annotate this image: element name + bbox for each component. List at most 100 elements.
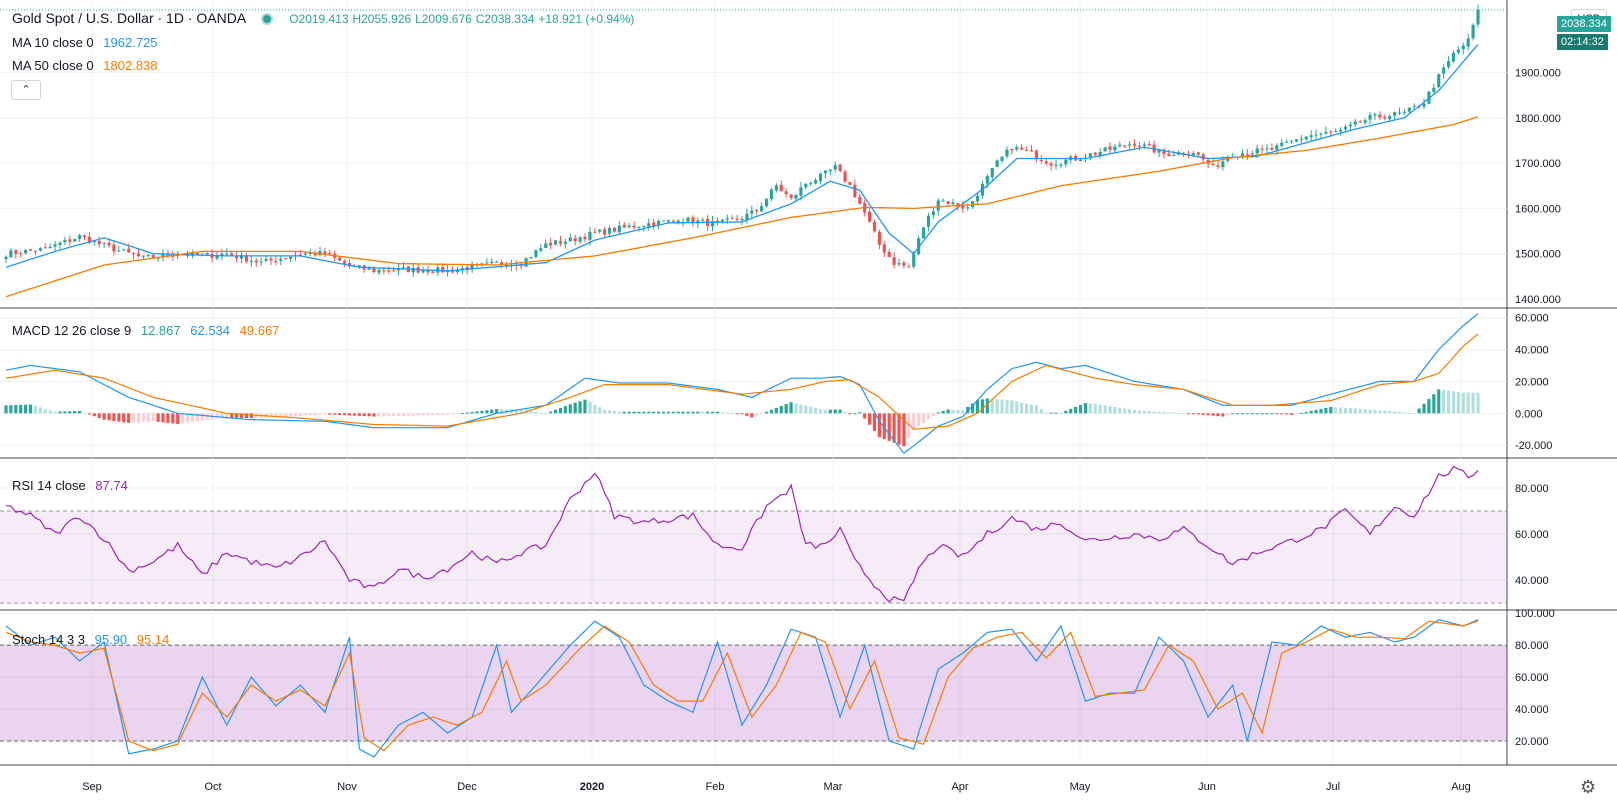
candle-body bbox=[740, 219, 744, 221]
macd-histogram-bar bbox=[809, 406, 813, 414]
candle-body bbox=[1339, 129, 1343, 132]
macd-histogram-bar bbox=[642, 411, 646, 414]
macd-value: 62.534 bbox=[190, 323, 231, 338]
macd-histogram-bar bbox=[372, 413, 376, 417]
candle-body bbox=[1442, 67, 1446, 74]
macd-histogram-bar bbox=[1392, 411, 1397, 414]
candle-body bbox=[1221, 161, 1225, 168]
macd-histogram-bar bbox=[53, 411, 57, 414]
macd-histogram-bar bbox=[534, 411, 538, 414]
macd-histogram-bar bbox=[622, 411, 626, 414]
macd-histogram-bar bbox=[1255, 413, 1259, 415]
macd-histogram-bar bbox=[843, 411, 847, 414]
candle-body bbox=[58, 242, 62, 245]
collapse-legend-button[interactable]: ⌃ bbox=[11, 80, 41, 100]
macd-histogram-bar bbox=[1103, 405, 1107, 414]
macd-histogram-bar bbox=[1476, 392, 1480, 414]
candle-body bbox=[78, 235, 82, 239]
candle-body bbox=[1353, 121, 1357, 125]
candle-body bbox=[715, 220, 720, 222]
macd-histogram-bar bbox=[28, 404, 33, 414]
rsi-legend[interactable]: RSI 14 close 87.74 bbox=[12, 478, 134, 493]
candle-body bbox=[1113, 146, 1117, 151]
candle-body bbox=[151, 254, 155, 258]
candle-body bbox=[593, 231, 597, 233]
macd-histogram-bar bbox=[1186, 413, 1191, 415]
macd-histogram-bar bbox=[269, 413, 273, 418]
candle-body bbox=[367, 268, 371, 270]
macd-histogram-bar bbox=[436, 413, 440, 416]
macd-histogram-bar bbox=[63, 411, 67, 414]
macd-histogram-bar bbox=[971, 403, 975, 414]
candle-body bbox=[1196, 152, 1200, 155]
macd-histogram-bar bbox=[470, 411, 474, 414]
candle-body bbox=[1466, 38, 1470, 47]
macd-histogram-bar bbox=[848, 413, 852, 415]
macd-histogram-bar bbox=[735, 413, 739, 415]
macd-histogram-bar bbox=[323, 413, 327, 415]
ma10-legend[interactable]: MA 10 close 0 1962.725 bbox=[12, 35, 164, 50]
macd-histogram-bar bbox=[1383, 410, 1387, 414]
macd-histogram-bar bbox=[122, 413, 126, 423]
candle-body bbox=[848, 182, 852, 185]
macd-histogram-bar bbox=[907, 413, 911, 439]
stoch-band bbox=[0, 645, 1507, 742]
candle-body bbox=[259, 261, 263, 263]
macd-histogram-bar bbox=[1373, 409, 1377, 414]
symbol-title[interactable]: Gold Spot / U.S. Dollar · 1D · OANDA bbox=[12, 10, 246, 26]
macd-histogram-bar bbox=[171, 413, 175, 424]
macd-histogram-bar bbox=[1172, 412, 1176, 414]
macd-histogram-bar bbox=[392, 413, 396, 417]
macd-histogram-bar bbox=[367, 413, 371, 417]
ma50-legend[interactable]: MA 50 close 0 1802.838 bbox=[12, 58, 164, 73]
candle-body bbox=[141, 255, 145, 257]
stoch-legend[interactable]: Stoch 14 3 3 95.90 95.14 bbox=[12, 632, 175, 647]
macd-histogram-bar bbox=[215, 413, 219, 419]
candle-body bbox=[426, 270, 430, 273]
y-tick-label: 1600.000 bbox=[1515, 203, 1561, 215]
candle-body bbox=[284, 258, 288, 260]
candle-body bbox=[298, 254, 302, 256]
candle-body bbox=[1476, 9, 1480, 25]
macd-histogram-bar bbox=[755, 413, 759, 416]
macd-histogram-bar bbox=[1020, 402, 1024, 414]
candle-body bbox=[43, 247, 47, 249]
macd-histogram-bar bbox=[1437, 389, 1441, 414]
macd-histogram-bar bbox=[1363, 409, 1367, 414]
macd-histogram-bar bbox=[553, 409, 558, 414]
candle-body bbox=[779, 184, 783, 192]
macd-histogram-bar bbox=[347, 413, 352, 416]
candle-body bbox=[274, 260, 278, 262]
x-tick-label: Sep bbox=[82, 781, 102, 793]
settings-gear-icon[interactable]: ⚙ bbox=[1580, 777, 1597, 797]
candle-body bbox=[995, 160, 999, 168]
candle-body bbox=[588, 232, 592, 240]
macd-histogram-bar bbox=[377, 413, 381, 417]
macd-histogram-bar bbox=[1240, 413, 1245, 415]
candle-body bbox=[1167, 153, 1171, 157]
stoch-d-line bbox=[5, 620, 1479, 752]
candle-body bbox=[652, 222, 656, 226]
candle-body bbox=[573, 238, 577, 242]
macd-histogram-bar bbox=[342, 413, 347, 416]
macd-histogram-bar bbox=[1044, 412, 1048, 414]
macd-histogram-bar bbox=[313, 413, 317, 416]
macd-histogram-bar bbox=[769, 409, 774, 414]
candle-body bbox=[97, 240, 101, 244]
macd-histogram-bar bbox=[92, 413, 96, 417]
macd-legend[interactable]: MACD 12 26 close 9 12.867 62.534 49.667 bbox=[12, 323, 285, 338]
macd-histogram-bar bbox=[676, 411, 680, 414]
macd-histogram-bar bbox=[789, 402, 793, 414]
candle-body bbox=[38, 248, 42, 251]
candle-body bbox=[568, 237, 572, 242]
macd-histogram-bar bbox=[706, 411, 710, 414]
candle-body bbox=[136, 253, 141, 257]
y-tick-label: 80.000 bbox=[1515, 640, 1549, 652]
candle-body bbox=[1329, 131, 1333, 133]
candle-body bbox=[4, 256, 8, 260]
macd-histogram-bar bbox=[1167, 412, 1171, 414]
macd-histogram-bar bbox=[1000, 399, 1004, 414]
macd-histogram-bar bbox=[710, 411, 715, 414]
macd-histogram-bar bbox=[784, 404, 788, 414]
